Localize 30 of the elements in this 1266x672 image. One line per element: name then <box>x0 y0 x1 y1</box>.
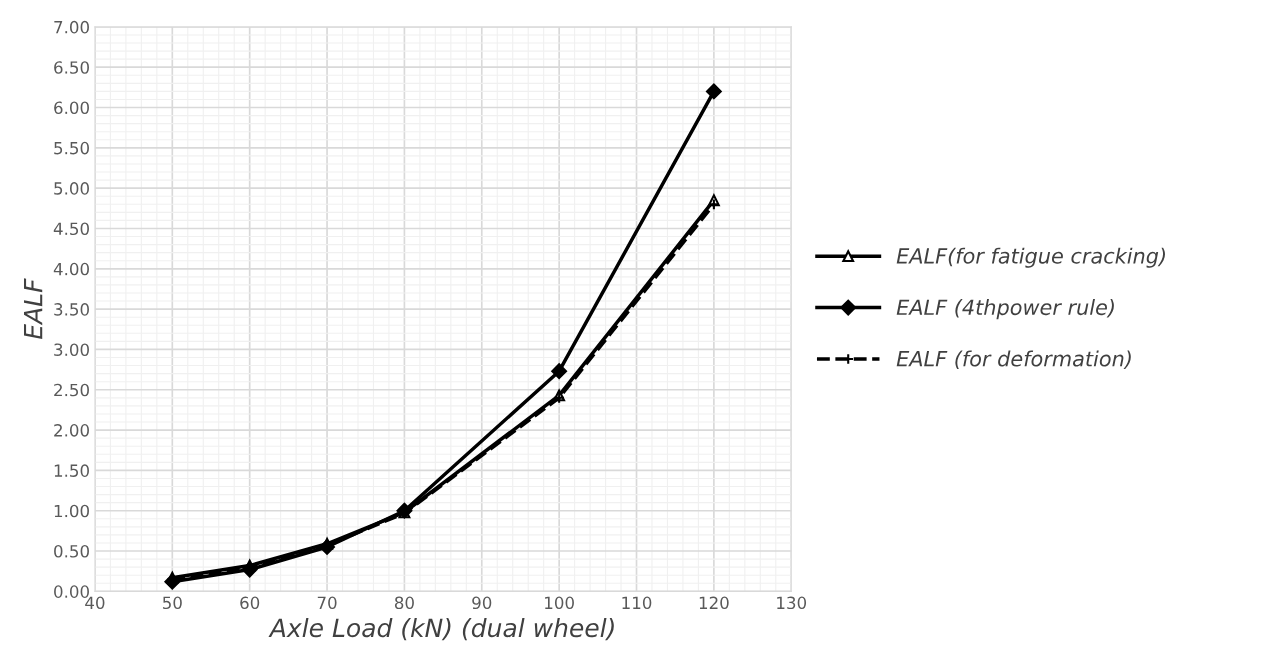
y-tick-label: 1.00 <box>54 504 89 518</box>
legend-label: EALF(for fatigue cracking) <box>896 247 1165 268</box>
y-tick-label: 0.00 <box>54 585 89 598</box>
y-tick-label: 1.50 <box>54 464 89 477</box>
y-tick-label: 7.00 <box>54 20 89 34</box>
y-tick-label: 2.50 <box>54 383 89 397</box>
y-tick-label: 3.00 <box>54 343 89 357</box>
x-tick-label: 130 <box>777 596 807 610</box>
legend-label: EALF (4thpower rule) <box>896 299 1114 320</box>
y-tick-label: 3.50 <box>54 303 89 316</box>
y-tick-label: 6.00 <box>54 101 89 115</box>
x-tick-label: 120 <box>699 596 729 610</box>
legend-label: EALF (for deformation) <box>896 350 1131 370</box>
y-tick-label: 4.00 <box>53 262 89 276</box>
x-axis-title: Axle Load (kN) (dual wheel) <box>268 617 614 641</box>
y-tick-label: 0.50 <box>54 545 89 558</box>
x-tick-label: 60 <box>240 596 260 610</box>
y-tick-label: 2.00 <box>54 424 89 437</box>
y-tick-label: 5.00 <box>54 182 89 195</box>
x-tick-label: 40 <box>85 596 105 610</box>
x-tick-label: 90 <box>472 596 492 610</box>
y-tick-label: 4.50 <box>53 222 89 236</box>
x-tick-label: 50 <box>163 596 182 610</box>
y-tick-label: 5.50 <box>54 141 89 155</box>
x-tick-label: 100 <box>545 596 574 610</box>
x-tick-label: 70 <box>317 596 337 610</box>
x-tick-label: 110 <box>622 596 652 610</box>
y-axis-title: EALF <box>24 278 43 340</box>
x-tick-label: 80 <box>394 596 414 610</box>
y-tick-label: 6.50 <box>54 61 89 74</box>
